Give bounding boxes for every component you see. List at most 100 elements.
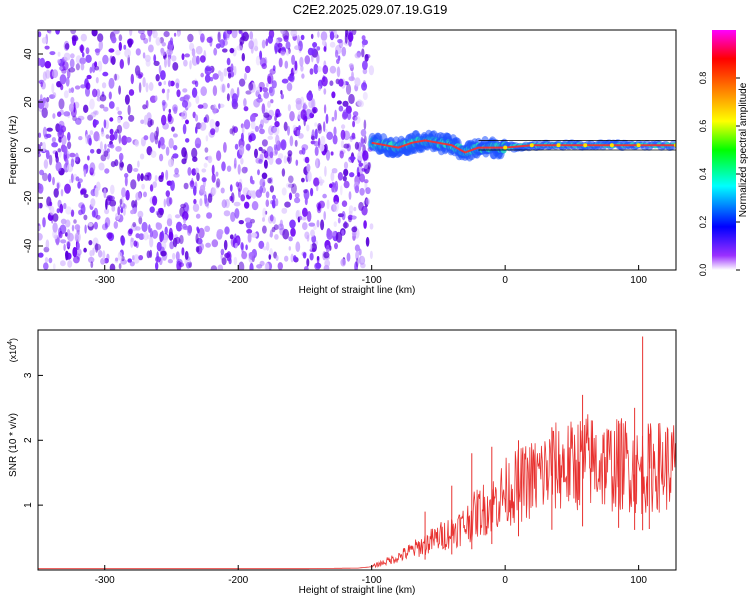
noise-speckle bbox=[183, 182, 189, 190]
noise-speckle bbox=[332, 134, 338, 145]
noise-speckle bbox=[91, 30, 98, 37]
noise-speckle bbox=[81, 52, 85, 58]
noise-speckle bbox=[248, 135, 253, 143]
noise-speckle bbox=[172, 133, 178, 138]
noise-speckle bbox=[248, 251, 256, 261]
noise-speckle bbox=[104, 143, 107, 150]
noise-speckle bbox=[323, 88, 327, 95]
noise-speckle bbox=[60, 189, 64, 197]
noise-speckle bbox=[323, 211, 327, 221]
noise-speckle bbox=[322, 65, 329, 75]
noise-speckle bbox=[236, 86, 240, 98]
noise-speckle bbox=[333, 221, 337, 228]
noise-speckle bbox=[231, 125, 236, 136]
x-tick-label: -300 bbox=[95, 575, 115, 586]
noise-speckle bbox=[280, 46, 286, 52]
noise-speckle bbox=[337, 217, 341, 224]
noise-speckle bbox=[59, 74, 67, 85]
noise-speckle bbox=[53, 188, 59, 198]
noise-speckle bbox=[169, 241, 175, 250]
noise-speckle bbox=[334, 30, 338, 39]
noise-speckle bbox=[44, 45, 50, 50]
noise-speckle bbox=[349, 135, 356, 140]
noise-speckle bbox=[291, 54, 296, 65]
noise-speckle bbox=[281, 78, 289, 84]
noise-speckle bbox=[58, 98, 65, 110]
noise-speckle bbox=[219, 71, 224, 82]
noise-speckle bbox=[128, 114, 135, 122]
noise-speckle bbox=[206, 212, 213, 219]
noise-speckle bbox=[224, 226, 230, 235]
noise-speckle bbox=[79, 57, 86, 65]
noise-speckle bbox=[49, 205, 55, 216]
noise-speckle bbox=[300, 65, 304, 72]
snr-frame bbox=[37, 329, 677, 571]
noise-speckle bbox=[316, 219, 320, 228]
noise-speckle bbox=[241, 251, 248, 260]
noise-speckle bbox=[127, 38, 133, 48]
noise-speckle bbox=[281, 187, 287, 196]
noise-speckle bbox=[74, 85, 81, 90]
noise-speckle bbox=[64, 43, 70, 50]
noise-speckle bbox=[234, 143, 239, 150]
noise-speckle bbox=[281, 168, 286, 177]
noise-speckle bbox=[285, 182, 293, 189]
noise-speckle bbox=[123, 44, 127, 50]
noise-speckle bbox=[244, 167, 248, 172]
x-tick-label: -300 bbox=[95, 275, 115, 286]
noise-speckle bbox=[217, 31, 221, 43]
noise-speckle bbox=[294, 139, 298, 147]
noise-speckle bbox=[286, 156, 291, 162]
noise-speckle bbox=[326, 229, 333, 240]
noise-speckle bbox=[41, 37, 47, 44]
noise-speckle bbox=[267, 75, 272, 84]
noise-speckle bbox=[245, 244, 248, 251]
noise-speckle bbox=[308, 222, 316, 227]
noise-speckle bbox=[245, 220, 253, 229]
noise-speckle bbox=[207, 193, 213, 203]
noise-speckle bbox=[191, 80, 197, 85]
noise-speckle bbox=[109, 199, 117, 207]
noise-speckle bbox=[287, 104, 291, 112]
noise-speckle bbox=[294, 60, 298, 71]
noise-speckle bbox=[194, 137, 202, 149]
noise-speckle bbox=[222, 48, 228, 53]
noise-speckle bbox=[138, 233, 145, 241]
noise-speckle bbox=[134, 199, 138, 208]
noise-speckle bbox=[118, 133, 122, 144]
track-peak-point bbox=[556, 143, 561, 148]
noise-speckle bbox=[334, 109, 337, 121]
noise-speckle bbox=[47, 215, 53, 221]
noise-speckle bbox=[97, 33, 104, 43]
noise-speckle bbox=[215, 181, 220, 189]
noise-speckle bbox=[40, 81, 43, 88]
noise-speckle bbox=[233, 157, 237, 169]
noise-speckle bbox=[289, 111, 295, 122]
snr-line bbox=[38, 414, 676, 570]
noise-speckle bbox=[42, 172, 48, 182]
noise-speckle bbox=[67, 232, 74, 242]
noise-speckle bbox=[62, 61, 69, 71]
noise-speckle bbox=[52, 92, 57, 98]
noise-speckle bbox=[109, 134, 115, 141]
noise-speckle bbox=[267, 35, 273, 44]
noise-speckle bbox=[311, 235, 317, 243]
noise-speckle bbox=[63, 202, 67, 210]
noise-speckle bbox=[69, 58, 75, 69]
noise-speckle bbox=[168, 138, 174, 149]
noise-speckle bbox=[339, 150, 344, 159]
noise-speckle bbox=[369, 250, 373, 260]
noise-speckle bbox=[356, 99, 363, 106]
noise-speckle bbox=[38, 152, 41, 158]
noise-speckle bbox=[307, 170, 312, 182]
noise-speckle bbox=[286, 82, 293, 92]
noise-speckle bbox=[304, 55, 311, 65]
noise-speckle bbox=[233, 201, 241, 207]
noise-speckle bbox=[240, 194, 246, 202]
noise-speckle bbox=[342, 100, 349, 107]
noise-speckle bbox=[258, 158, 263, 164]
noise-speckle bbox=[227, 72, 232, 79]
noise-speckle bbox=[123, 207, 126, 216]
noise-speckle bbox=[314, 262, 321, 270]
figure-title: C2E2.2025.029.07.19.G19 bbox=[293, 2, 448, 17]
